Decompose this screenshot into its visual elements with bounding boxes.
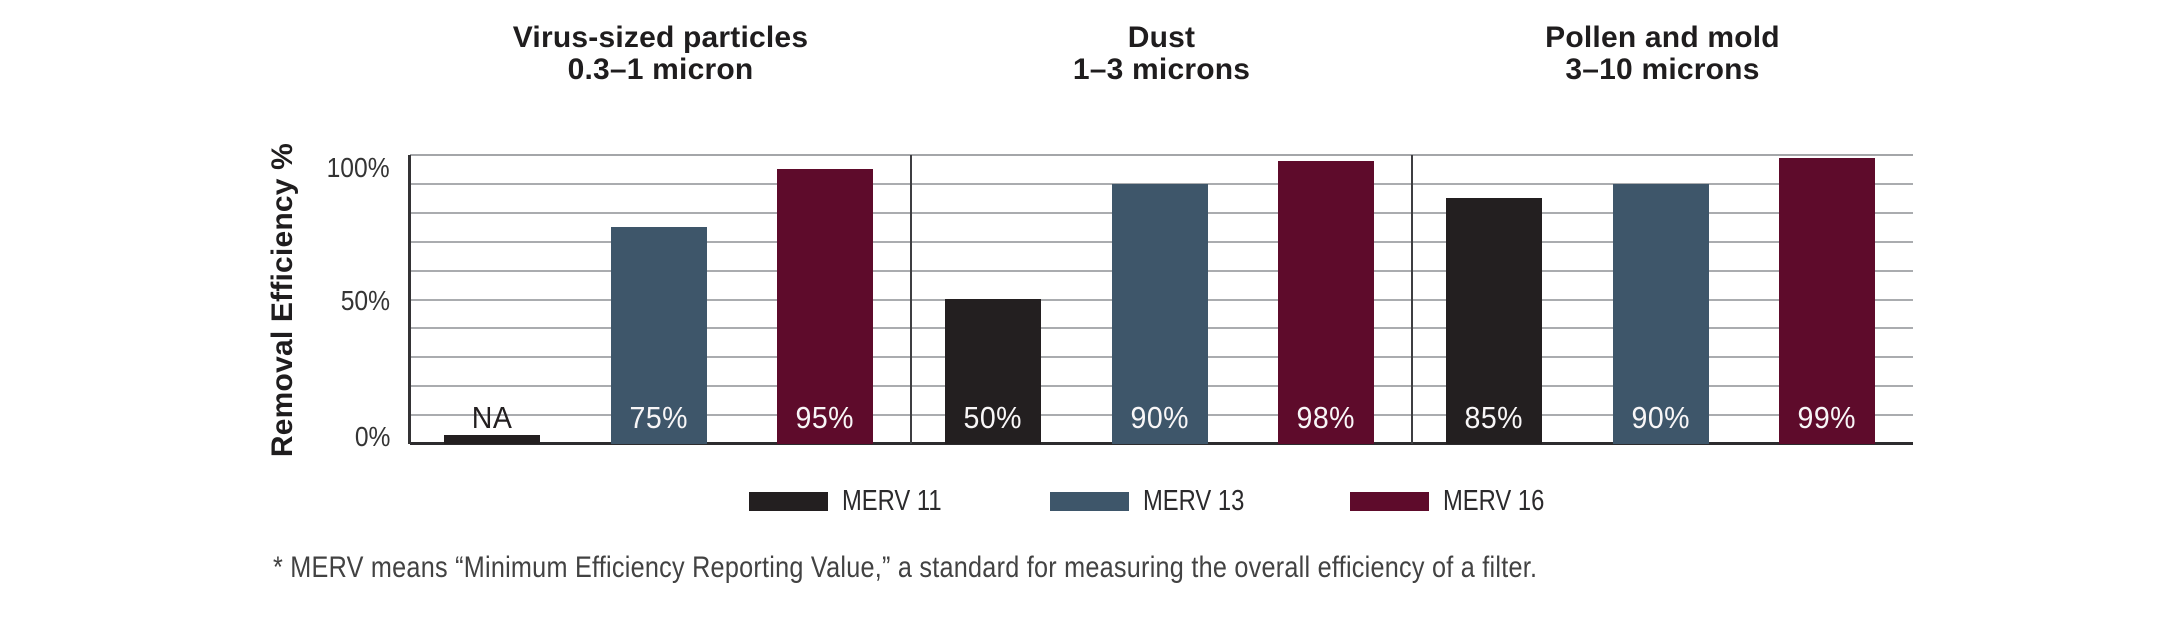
bar-merv-11-virus-sized-particles (444, 435, 540, 444)
bar-merv-11-dust (945, 299, 1041, 444)
bar-value-label-merv-11-pollen-and-mold: 85% (1446, 400, 1542, 436)
y-tick-label-0: 0% (265, 421, 390, 453)
bar-merv-16-dust (1278, 161, 1374, 444)
bar-merv-13-pollen-and-mold (1613, 184, 1709, 444)
bar-value-text: 50% (963, 400, 1023, 435)
bar-value-text: 95% (795, 400, 855, 435)
bar-value-text: 75% (629, 400, 689, 435)
y-tick-text: 50% (340, 284, 390, 316)
legend-label-merv-13: MERV 13 (1143, 484, 1245, 517)
legend-label-merv-16: MERV 16 (1443, 484, 1545, 517)
footnote-text: * MERV means “Minimum Efficiency Reporti… (273, 551, 1538, 584)
y-tick-label-100: 100% (265, 152, 390, 184)
bar-merv-13-virus-sized-particles (611, 227, 707, 444)
bar-value-label-merv-16-pollen-and-mold: 99% (1779, 400, 1875, 436)
bar-value-label-merv-16-virus-sized-particles: 95% (777, 400, 873, 436)
y-tick-text: 100% (326, 152, 390, 183)
legend-item-merv-11: MERV 11 (749, 485, 963, 517)
footnote: * MERV means “Minimum Efficiency Reporti… (273, 551, 1778, 585)
group-title-line2: 1–3 microns (1072, 53, 1251, 87)
bar-merv-13-dust (1112, 184, 1208, 444)
bar-merv-16-pollen-and-mold (1779, 158, 1875, 444)
gridline-90 (410, 182, 1913, 185)
bar-value-text: 99% (1797, 400, 1857, 435)
bar-merv-11-pollen-and-mold (1446, 198, 1542, 444)
y-tick-label-50: 50% (265, 285, 390, 317)
bar-value-label-merv-11-dust: 50% (945, 400, 1041, 436)
legend-label-merv-11: MERV 11 (842, 484, 942, 517)
bar-merv-16-virus-sized-particles (777, 169, 873, 444)
group-title-line1: Dust (1127, 21, 1196, 54)
bar-value-text: 98% (1296, 400, 1356, 435)
y-axis-line (408, 155, 411, 444)
group-title-virus-sized-particles: Virus-sized particles 0.3–1 micron (410, 21, 911, 87)
legend-swatch-merv-16 (1350, 491, 1429, 511)
legend-item-merv-16: MERV 16 (1350, 485, 1567, 517)
bar-value-label-merv-13-virus-sized-particles: 75% (611, 400, 707, 436)
bar-value-text: NA (471, 400, 513, 435)
panel-pollen-and-mold: 85% 90% 99% (1412, 155, 1913, 444)
group-title-dust: Dust 1–3 microns (911, 21, 1412, 87)
group-title-line2: 0.3–1 micron (567, 53, 754, 87)
panel-divider-2 (1411, 155, 1413, 444)
bar-value-text: 90% (1130, 400, 1190, 435)
legend-swatch-merv-13 (1050, 491, 1129, 511)
bar-value-label-merv-13-dust: 90% (1112, 400, 1208, 436)
bar-value-label-merv-13-pollen-and-mold: 90% (1613, 400, 1709, 436)
legend-swatch-merv-11 (749, 491, 828, 511)
group-title-pollen-and-mold: Pollen and mold 3–10 microns (1412, 21, 1913, 87)
legend-item-merv-13: MERV 13 (1050, 485, 1267, 517)
bar-value-text: 90% (1631, 400, 1691, 435)
panel-virus-sized-particles: NA 75% 95% (410, 155, 911, 444)
group-title-line2: 3–10 microns (1565, 53, 1760, 87)
bar-value-text: 85% (1464, 400, 1524, 435)
panel-dust: 50% 90% 98% (911, 155, 1412, 444)
gridline-100 (410, 154, 1913, 156)
group-title-line1: Pollen and mold (1545, 21, 1780, 54)
bar-value-label-merv-16-dust: 98% (1278, 400, 1374, 436)
y-tick-text: 0% (354, 421, 390, 452)
panel-divider-1 (910, 155, 912, 444)
group-title-line1: Virus-sized particles (512, 21, 809, 54)
bar-value-label-merv-11-virus-sized-particles: NA (444, 400, 540, 436)
